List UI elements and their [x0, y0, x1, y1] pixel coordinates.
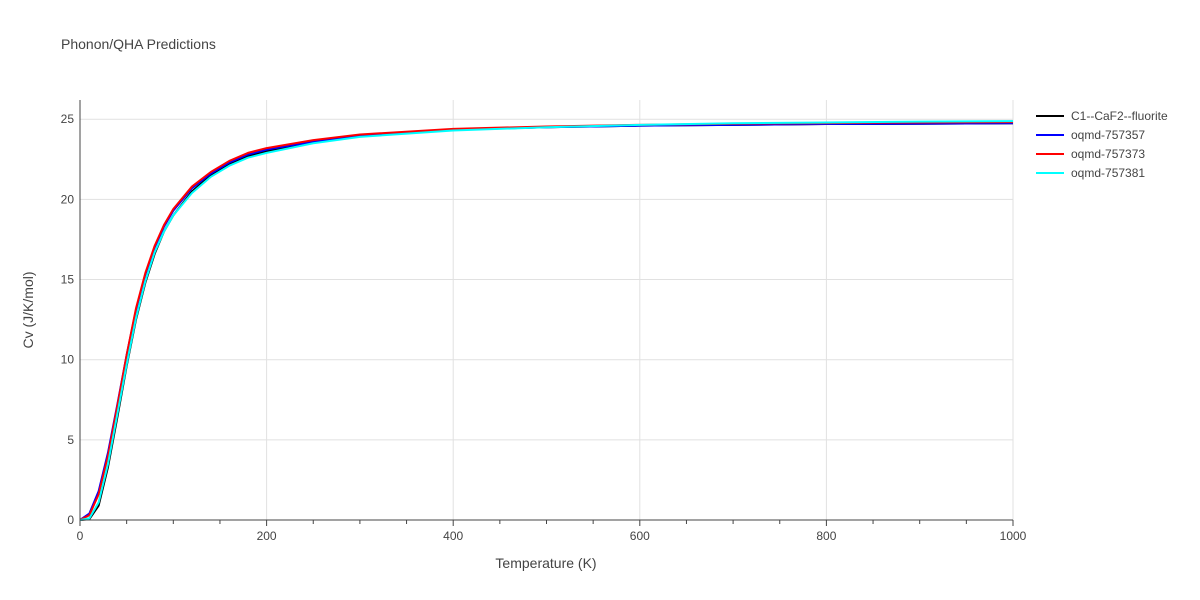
legend-item[interactable]: oqmd-757357 — [1036, 125, 1168, 144]
legend-swatch — [1036, 152, 1064, 155]
y-tick-label: 0 — [67, 513, 74, 527]
legend-label: oqmd-757381 — [1071, 165, 1146, 180]
x-tick-label: 200 — [257, 529, 277, 543]
x-axis-title: Temperature (K) — [495, 555, 596, 571]
series-lines — [79, 120, 1014, 521]
series-line-1 — [79, 122, 1014, 521]
series-line-2 — [79, 121, 1014, 521]
legend-item[interactable]: C1--CaF2--fluorite — [1036, 106, 1168, 125]
legend: C1--CaF2--fluorite oqmd-757357 oqmd-757373… — [1036, 106, 1168, 182]
legend-label: C1--CaF2--fluorite — [1071, 108, 1168, 123]
legend-swatch — [1036, 133, 1064, 136]
y-tick-label: 20 — [61, 192, 75, 206]
y-tick-label: 10 — [61, 353, 75, 367]
chart-title: Phonon/QHA Predictions — [61, 36, 216, 52]
legend-swatch — [1036, 114, 1064, 117]
series-line-3 — [79, 120, 1014, 521]
y-tick-label: 5 — [67, 433, 74, 447]
x-tick-label: 1000 — [1000, 529, 1027, 543]
grid-lines — [80, 100, 1014, 520]
x-tick-label: 400 — [443, 529, 463, 543]
series-line-0 — [79, 122, 1014, 521]
y-tick-label: 15 — [61, 273, 75, 287]
legend-item[interactable]: oqmd-757373 — [1036, 144, 1168, 163]
legend-swatch — [1036, 171, 1064, 174]
legend-label: oqmd-757373 — [1071, 146, 1146, 161]
y-axis-title: Cv (J/K/mol) — [20, 272, 36, 349]
legend-item[interactable]: oqmd-757381 — [1036, 163, 1168, 182]
y-tick-label: 25 — [61, 112, 75, 126]
legend-label: oqmd-757357 — [1071, 127, 1146, 142]
axes: 0 200 400 600 800 1000 0 5 10 15 20 25 — [61, 100, 1027, 543]
x-tick-label: 600 — [630, 529, 650, 543]
x-tick-label: 800 — [816, 529, 836, 543]
x-tick-label: 0 — [77, 529, 84, 543]
